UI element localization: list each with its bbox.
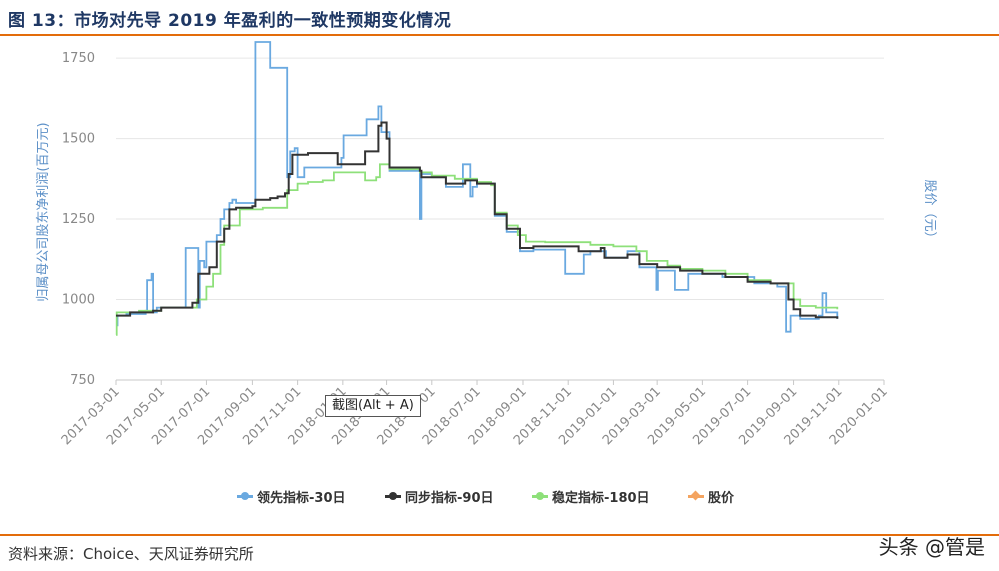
legend-marker-price <box>688 490 704 500</box>
x-tick-labels: 2017-03-012017-05-012017-07-012017-09-01… <box>59 384 891 448</box>
bottom-rule <box>0 534 999 536</box>
series-line-stable <box>115 163 839 336</box>
chart-area: 750 1000 1250 1500 1750 2017-03-012017-05-01… <box>36 41 937 448</box>
y-tick-label: 750 <box>70 373 95 388</box>
watermark: 头条 @管是 <box>878 535 985 559</box>
legend-marker-sync <box>385 491 401 500</box>
legend-item-price[interactable]: 股价 <box>688 486 734 506</box>
top-rule <box>0 34 999 36</box>
series-lines <box>115 41 839 336</box>
legend-marker-lead <box>237 491 253 500</box>
screenshot-tooltip: 截图(Alt + A) <box>325 395 421 417</box>
legend-item-sync[interactable]: 同步指标-90日 <box>385 486 494 506</box>
y-tick-label: 1750 <box>62 51 95 66</box>
y-tick-label: 1000 <box>62 293 95 308</box>
legend-marker-stable <box>532 491 548 500</box>
legend-label-lead: 领先指标-30日 <box>257 490 346 506</box>
figure-title: 图 13：市场对先导 2019 年盈利的一致性预期变化情况 <box>8 11 452 31</box>
series-line-sync <box>116 121 839 319</box>
y-tick-label: 1500 <box>62 132 95 147</box>
legend-item-lead[interactable]: 领先指标-30日 <box>237 486 346 506</box>
axes <box>115 379 885 385</box>
legend-label-sync: 同步指标-90日 <box>405 490 494 506</box>
legend-item-stable[interactable]: 稳定指标-180日 <box>532 486 650 506</box>
y-tick-labels: 750 1000 1250 1500 1750 <box>62 51 95 388</box>
legend-label-price: 股价 <box>708 490 735 506</box>
y-tick-label: 1250 <box>62 212 95 227</box>
grid-lines <box>116 57 884 381</box>
secondary-y-axis-title: 股价（元） <box>922 179 937 244</box>
series-line-lead <box>116 41 839 333</box>
chart-legend: 领先指标-30日 同步指标-90日 稳定指标-180日 股价 <box>0 486 999 506</box>
y-axis-title: 归属母公司股东净利润(百万元) <box>36 122 51 301</box>
legend-label-stable: 稳定指标-180日 <box>552 490 650 506</box>
source-note: 资料来源：Choice、天风证券研究所 <box>8 545 254 563</box>
